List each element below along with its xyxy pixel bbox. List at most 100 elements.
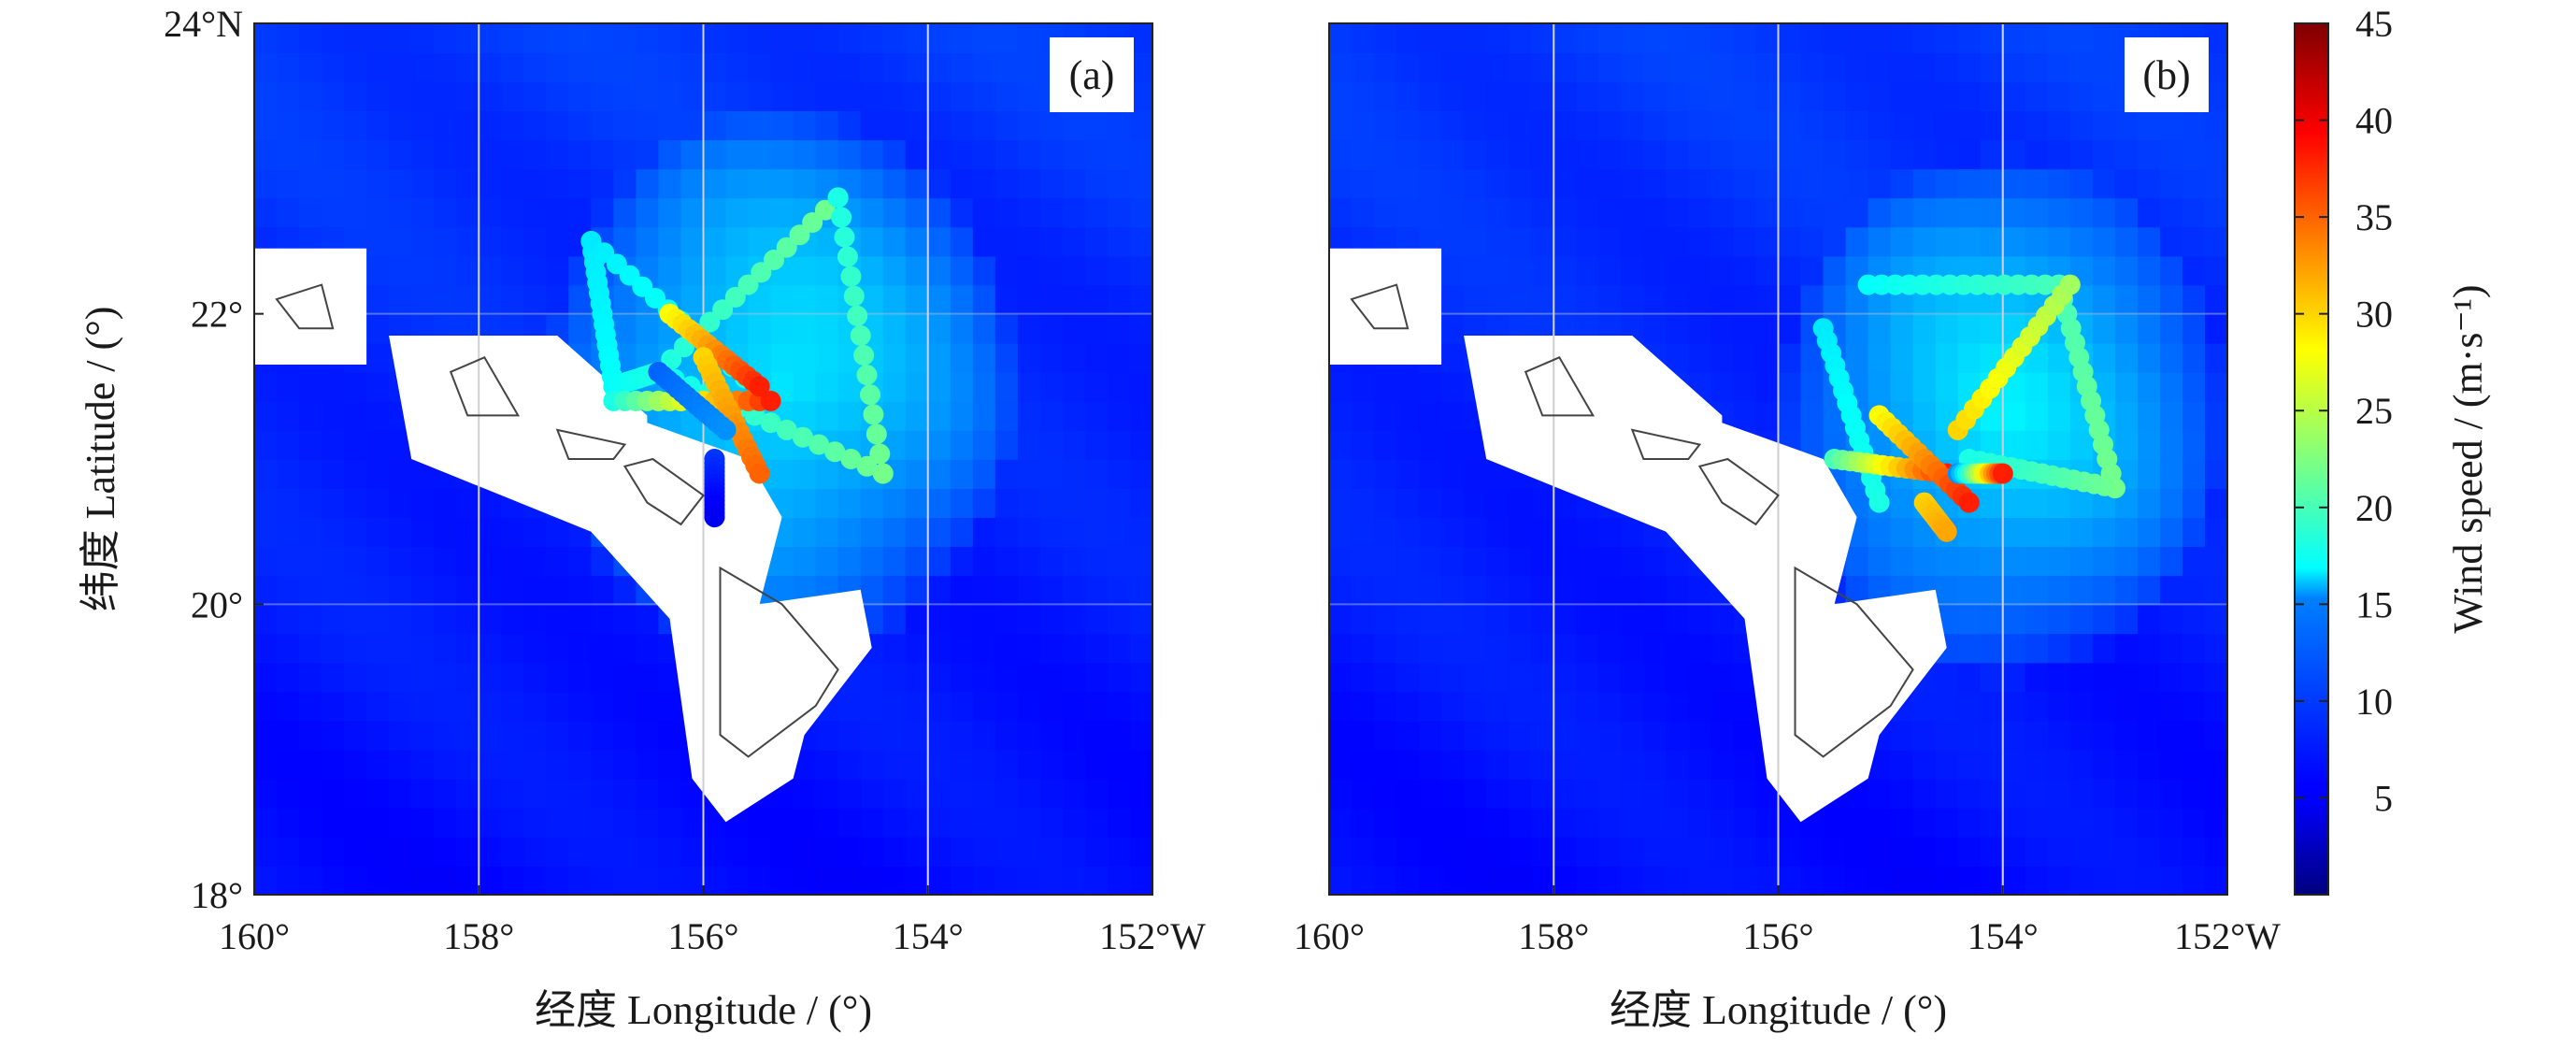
wind-cell <box>2114 778 2139 809</box>
wind-cell <box>1912 23 1937 53</box>
wind-cell <box>411 81 435 111</box>
wind-cell <box>1621 168 1645 199</box>
wind-cell <box>2182 720 2206 751</box>
wind-cell <box>1576 604 1600 635</box>
wind-cell <box>1486 23 1510 53</box>
wind-cell <box>1039 459 1064 489</box>
wind-cell <box>1130 517 1153 547</box>
wind-cell <box>882 313 907 344</box>
track-point <box>661 349 682 370</box>
wind-cell <box>501 168 525 199</box>
wind-cell <box>995 749 1019 780</box>
wind-cell <box>277 429 300 460</box>
wind-cell <box>1935 168 1959 199</box>
wind-cell <box>882 23 907 53</box>
wind-cell <box>277 662 300 693</box>
wind-cell <box>1710 226 1735 257</box>
wind-cell <box>1039 371 1064 402</box>
wind-cell <box>1084 488 1109 518</box>
wind-cell <box>1621 255 1645 286</box>
wind-cell <box>1374 459 1397 489</box>
wind-cell <box>2002 52 2026 82</box>
wind-cell <box>411 575 435 606</box>
wind-cell <box>636 52 660 82</box>
wind-cell <box>1396 749 1420 780</box>
wind-cell <box>1688 604 1712 635</box>
panel-label-b: (b) <box>2142 52 2190 98</box>
wind-cell <box>523 52 548 82</box>
wind-cell <box>1017 720 1041 751</box>
wind-cell <box>1441 778 1465 809</box>
wind-cell <box>972 546 996 577</box>
wind-cell <box>2159 168 2183 199</box>
wind-cell <box>1107 342 1131 373</box>
wind-cell <box>1666 23 1690 53</box>
wind-cell <box>1017 371 1041 402</box>
wind-cell <box>1107 429 1131 460</box>
wind-cell <box>882 255 907 286</box>
wind-cell <box>1329 633 1352 664</box>
wind-cell <box>254 604 278 635</box>
track-point <box>704 507 725 528</box>
wind-cell <box>2002 110 2026 141</box>
wind-cell <box>1329 81 1352 111</box>
wind-cell <box>1017 400 1041 431</box>
wind-cell <box>636 720 660 751</box>
wind-cell <box>1868 81 1892 111</box>
wind-cell <box>1531 110 1554 141</box>
island-coastline <box>1350 283 1410 330</box>
wind-cell <box>860 720 884 751</box>
wind-cell <box>2002 807 2026 838</box>
wind-cell <box>1352 633 1375 664</box>
wind-cell <box>1130 110 1153 141</box>
track-point <box>840 266 862 287</box>
wind-cell <box>770 459 794 489</box>
wind-cell <box>1957 23 1982 53</box>
wind-cell <box>2092 81 2116 111</box>
wind-cell <box>1868 139 1892 170</box>
wind-cell <box>1486 604 1510 635</box>
wind-cell <box>299 662 322 693</box>
wind-cell <box>905 749 929 780</box>
wind-cell <box>2002 575 2026 606</box>
wind-cell <box>1688 662 1712 693</box>
track-point <box>2059 274 2081 295</box>
wind-cell <box>2025 662 2049 693</box>
wind-cell <box>860 226 884 257</box>
wind-cell <box>299 807 322 838</box>
wind-cell <box>1576 284 1600 315</box>
wind-cell <box>1643 110 1667 141</box>
wind-cell <box>1084 865 1109 896</box>
wind-cell <box>658 749 682 780</box>
wind-cell <box>2025 807 2049 838</box>
wind-cell <box>1509 52 1532 82</box>
wind-cell <box>1396 807 1420 838</box>
wind-cell <box>1845 23 1869 53</box>
wind-cell <box>793 110 817 141</box>
wind-cell <box>2025 517 2049 547</box>
track-point <box>776 237 797 258</box>
wind-cell <box>479 865 502 896</box>
wind-cell <box>1017 749 1041 780</box>
wind-cell <box>479 226 502 257</box>
wind-cell <box>1666 633 1690 664</box>
track-point <box>789 224 810 246</box>
wind-cell <box>1688 197 1712 228</box>
wind-cell <box>277 575 300 606</box>
wind-cell <box>1352 546 1375 577</box>
wind-cell <box>501 807 525 838</box>
island-coastline <box>449 356 521 417</box>
wind-cell <box>1017 575 1041 606</box>
wind-cell <box>322 52 345 82</box>
wind-cell <box>2137 459 2161 489</box>
wind-cell <box>434 517 457 547</box>
wind-cell <box>277 139 300 170</box>
track-point <box>850 325 871 346</box>
wind-cell <box>1621 749 1645 780</box>
wind-cell <box>366 197 390 228</box>
wind-cell <box>1441 23 1465 53</box>
wind-cell <box>1329 720 1352 751</box>
wind-cell <box>456 284 479 315</box>
wind-cell <box>950 662 974 693</box>
wind-cell <box>1419 197 1442 228</box>
